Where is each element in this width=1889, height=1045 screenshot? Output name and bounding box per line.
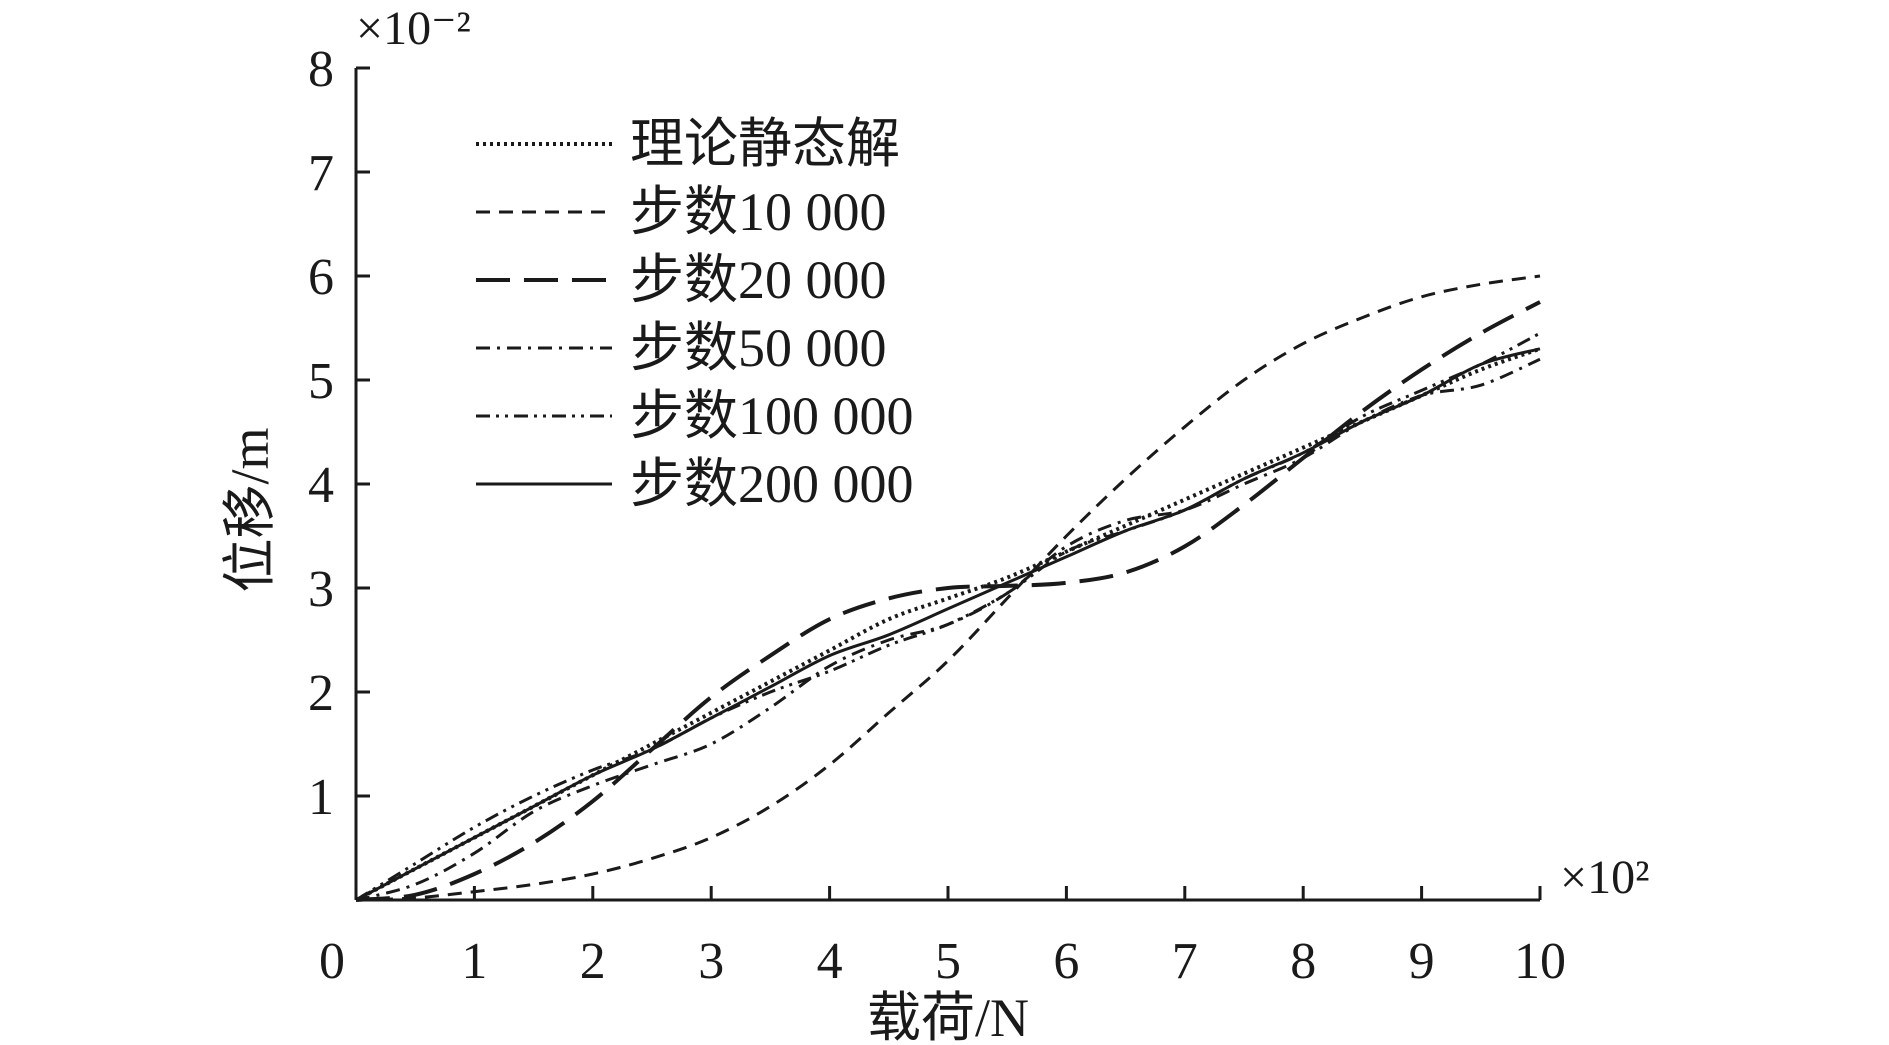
x-multiplier: ×10²	[1560, 851, 1649, 904]
y-axis-title: 位移/m	[220, 427, 280, 592]
series-line-4	[355, 357, 1541, 902]
y-tick-label-7: 8	[308, 41, 334, 98]
series-layer	[355, 274, 1541, 902]
x-tick-label-8: 8	[1290, 933, 1316, 990]
legend-label-3: 步数20 000	[630, 250, 887, 310]
y-tick-label-6: 7	[308, 145, 334, 202]
x-tick-label-4: 4	[817, 933, 843, 990]
x-tick-label-2: 2	[580, 933, 606, 990]
x-tick-label-0: 0	[319, 933, 345, 990]
x-tick-label-9: 9	[1409, 933, 1435, 990]
y-tick-label-2: 3	[308, 561, 334, 618]
series-line-6	[355, 347, 1541, 902]
y-tick-label-4: 5	[308, 353, 334, 410]
series-line-3	[355, 300, 1541, 902]
x-tick-label-1: 1	[461, 933, 487, 990]
x-tick-label-5: 5	[935, 933, 961, 990]
y-tick-label-5: 6	[308, 249, 334, 306]
x-axis-title: 载荷/N	[867, 988, 1029, 1045]
y-tick-label-1: 2	[308, 665, 334, 722]
legend-label-1: 理论静态解	[630, 114, 900, 174]
x-tick-label-7: 7	[1172, 933, 1198, 990]
plot-area: 0 1 2 3 4 5 6 7 8 9 10 1 2 3 4 5 6 7 8	[308, 41, 1566, 990]
x-tick-label-10: 10	[1514, 933, 1566, 990]
y-multiplier: ×10⁻²	[356, 2, 471, 55]
x-tick-label-6: 6	[1053, 933, 1079, 990]
legend-label-5: 步数100 000	[630, 386, 914, 446]
legend-label-6: 步数200 000	[630, 454, 914, 514]
legend-label-2: 步数10 000	[630, 182, 887, 242]
tick-labels: 0 1 2 3 4 5 6 7 8 9 10 1 2 3 4 5 6 7 8	[308, 41, 1566, 990]
series-line-5	[355, 331, 1541, 902]
x-tick-label-3: 3	[698, 933, 724, 990]
series-line-2	[355, 274, 1541, 902]
legend-label-4: 步数50 000	[630, 318, 887, 378]
ticks	[354, 66, 1542, 900]
y-tick-label-0: 1	[308, 769, 334, 826]
y-tick-label-3: 4	[308, 457, 334, 514]
